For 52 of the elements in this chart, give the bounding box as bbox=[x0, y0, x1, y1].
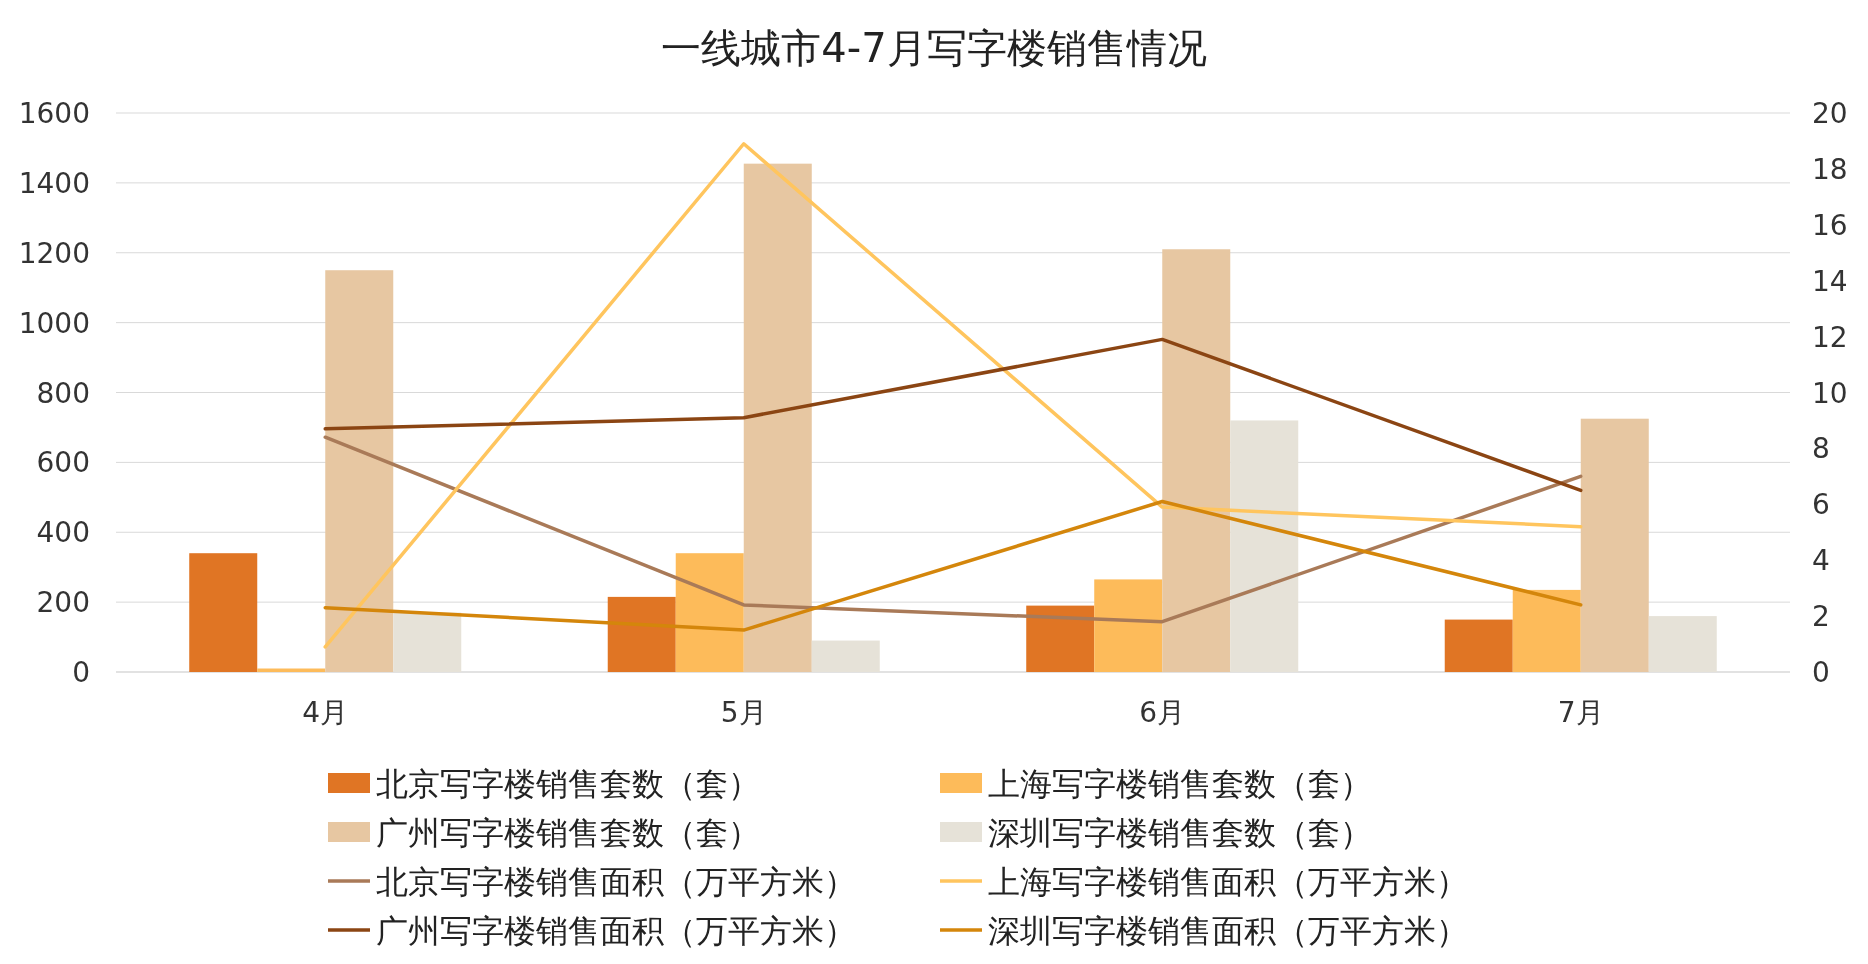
bar bbox=[1230, 420, 1299, 672]
bar bbox=[1162, 249, 1231, 672]
legend-label: 深圳写字楼销售面积（万平方米） bbox=[988, 912, 1468, 950]
y2-tick-label: 18 bbox=[1812, 152, 1848, 186]
x-tick-label: 7月 bbox=[1557, 696, 1604, 729]
y-tick-label: 600 bbox=[36, 446, 90, 480]
bar bbox=[1094, 579, 1163, 672]
y2-tick-label: 12 bbox=[1812, 320, 1848, 354]
y-tick-label: 200 bbox=[36, 586, 90, 620]
legend-label: 深圳写字楼销售套数（套） bbox=[988, 814, 1372, 852]
y-tick-label: 1400 bbox=[18, 166, 90, 200]
line-series bbox=[323, 142, 1583, 649]
y2-tick-label: 4 bbox=[1812, 544, 1830, 578]
y-tick-label: 800 bbox=[36, 376, 90, 410]
line-series bbox=[323, 499, 1583, 632]
y-tick-label: 400 bbox=[36, 516, 90, 550]
y2-tick-label: 16 bbox=[1812, 208, 1848, 242]
y2-tick-label: 14 bbox=[1812, 264, 1848, 298]
bar bbox=[743, 163, 812, 672]
bar bbox=[393, 612, 462, 672]
line-series bbox=[323, 337, 1583, 493]
bar bbox=[1512, 589, 1581, 672]
x-tick-label: 4月 bbox=[302, 696, 349, 729]
bar bbox=[325, 270, 394, 672]
y2-tick-label: 20 bbox=[1812, 97, 1848, 130]
bar bbox=[189, 553, 258, 672]
chart-title: 一线城市4-7月写字楼销售情况 bbox=[661, 25, 1207, 71]
y2-tick-label: 2 bbox=[1812, 600, 1830, 634]
legend-label: 北京写字楼销售套数（套） bbox=[376, 765, 760, 803]
y-tick-label: 0 bbox=[72, 656, 90, 689]
bar bbox=[1026, 605, 1095, 672]
legend-label: 广州写字楼销售面积（万平方米） bbox=[376, 912, 856, 950]
bar bbox=[811, 640, 880, 672]
bar bbox=[1580, 418, 1649, 672]
legend-label: 上海写字楼销售套数（套） bbox=[988, 765, 1372, 803]
line-series bbox=[323, 435, 1583, 624]
legend-label: 北京写字楼销售面积（万平方米） bbox=[376, 863, 856, 901]
bar bbox=[1444, 619, 1513, 672]
y2-tick-label: 6 bbox=[1812, 488, 1830, 522]
y2-tick-label: 0 bbox=[1812, 656, 1830, 689]
x-tick-label: 5月 bbox=[720, 696, 767, 729]
bar bbox=[675, 553, 744, 672]
y2-tick-label: 8 bbox=[1812, 432, 1830, 466]
bar bbox=[607, 596, 676, 672]
y-tick-label: 1200 bbox=[18, 236, 90, 270]
y-tick-label: 1000 bbox=[18, 306, 90, 340]
x-tick-label: 6月 bbox=[1139, 696, 1186, 729]
bar bbox=[1648, 616, 1717, 672]
legend-label: 广州写字楼销售套数（套） bbox=[376, 814, 760, 852]
legend-label: 上海写字楼销售面积（万平方米） bbox=[988, 863, 1468, 901]
y-tick-label: 1600 bbox=[18, 97, 90, 130]
y2-tick-label: 10 bbox=[1812, 376, 1848, 410]
